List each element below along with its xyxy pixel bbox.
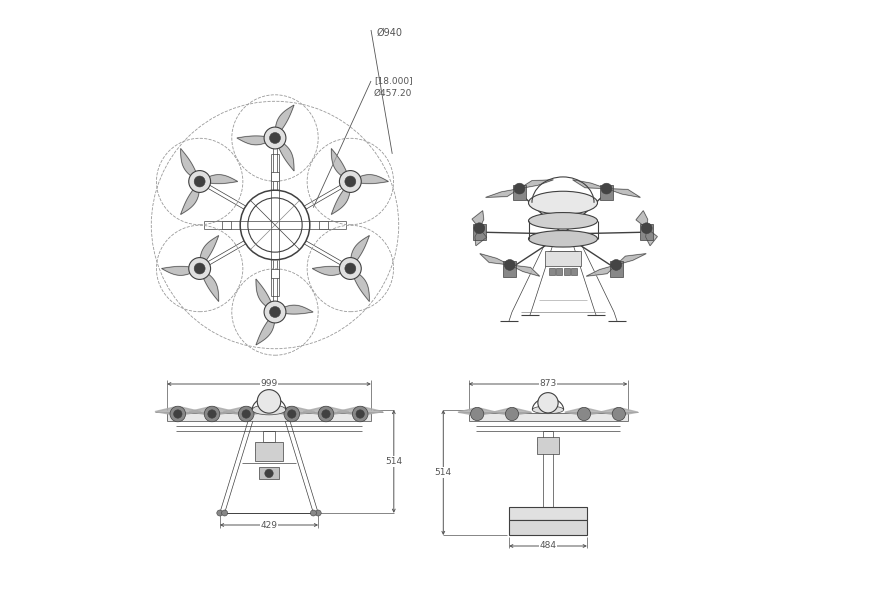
Polygon shape [155, 407, 201, 415]
FancyBboxPatch shape [473, 224, 486, 240]
Polygon shape [200, 175, 238, 184]
Circle shape [340, 257, 362, 280]
FancyBboxPatch shape [513, 185, 526, 200]
FancyBboxPatch shape [556, 268, 562, 275]
Polygon shape [475, 228, 487, 245]
Circle shape [242, 410, 251, 418]
Polygon shape [519, 180, 554, 188]
Circle shape [194, 176, 205, 187]
Polygon shape [237, 136, 275, 145]
FancyBboxPatch shape [223, 221, 231, 229]
Circle shape [208, 410, 216, 418]
Polygon shape [256, 312, 275, 345]
Polygon shape [162, 266, 200, 275]
Polygon shape [606, 188, 641, 197]
Circle shape [340, 170, 362, 193]
FancyBboxPatch shape [509, 507, 587, 520]
Polygon shape [510, 265, 539, 276]
Polygon shape [472, 211, 484, 228]
Circle shape [269, 133, 281, 143]
Polygon shape [646, 228, 657, 245]
Ellipse shape [529, 230, 598, 247]
Polygon shape [312, 266, 350, 275]
Circle shape [264, 127, 286, 149]
Polygon shape [275, 105, 294, 138]
Ellipse shape [529, 212, 598, 229]
Polygon shape [200, 269, 218, 301]
FancyBboxPatch shape [271, 172, 279, 181]
Circle shape [284, 406, 299, 422]
Circle shape [288, 410, 296, 418]
Circle shape [474, 223, 485, 233]
Ellipse shape [529, 191, 598, 214]
Text: [18.000]
Ø457.20: [18.000] Ø457.20 [374, 77, 413, 97]
Circle shape [238, 406, 254, 422]
Polygon shape [189, 407, 235, 415]
Circle shape [505, 407, 518, 421]
Ellipse shape [253, 405, 286, 415]
Circle shape [612, 407, 626, 421]
Circle shape [538, 392, 558, 413]
FancyBboxPatch shape [503, 261, 517, 277]
Circle shape [173, 410, 182, 418]
Circle shape [319, 406, 334, 422]
Polygon shape [180, 149, 200, 181]
Polygon shape [200, 236, 218, 269]
Polygon shape [565, 408, 603, 415]
FancyBboxPatch shape [271, 269, 279, 278]
Polygon shape [256, 279, 275, 312]
Circle shape [311, 510, 317, 516]
Polygon shape [350, 269, 370, 301]
Circle shape [471, 407, 484, 421]
FancyBboxPatch shape [260, 467, 279, 479]
Polygon shape [480, 254, 510, 265]
Circle shape [356, 410, 364, 418]
Polygon shape [275, 138, 294, 171]
Text: 514: 514 [385, 457, 402, 466]
Text: 484: 484 [539, 541, 556, 551]
FancyBboxPatch shape [254, 442, 283, 461]
Text: 999: 999 [260, 379, 277, 389]
Polygon shape [486, 188, 519, 197]
Circle shape [222, 510, 228, 516]
Polygon shape [304, 407, 348, 415]
Ellipse shape [532, 406, 563, 414]
Polygon shape [599, 408, 638, 415]
Text: 514: 514 [435, 468, 451, 477]
Circle shape [352, 406, 368, 422]
Circle shape [514, 183, 524, 194]
Polygon shape [493, 408, 532, 415]
Circle shape [269, 307, 281, 317]
Circle shape [170, 406, 186, 422]
Circle shape [257, 389, 281, 413]
Circle shape [577, 407, 590, 421]
FancyBboxPatch shape [167, 413, 371, 421]
Circle shape [322, 410, 330, 418]
FancyBboxPatch shape [545, 251, 581, 266]
Polygon shape [586, 265, 616, 276]
Circle shape [345, 263, 356, 274]
Polygon shape [458, 408, 496, 415]
FancyBboxPatch shape [509, 520, 587, 535]
Polygon shape [332, 181, 350, 214]
Text: 429: 429 [260, 520, 277, 529]
Polygon shape [224, 407, 269, 415]
Circle shape [345, 176, 356, 187]
Circle shape [265, 469, 273, 478]
Circle shape [611, 260, 621, 271]
FancyBboxPatch shape [640, 224, 653, 240]
Circle shape [642, 223, 652, 233]
Circle shape [188, 170, 210, 193]
FancyBboxPatch shape [537, 437, 560, 454]
Polygon shape [269, 407, 315, 415]
Circle shape [504, 260, 515, 271]
FancyBboxPatch shape [549, 268, 555, 275]
Circle shape [601, 183, 612, 194]
FancyBboxPatch shape [563, 268, 569, 275]
FancyBboxPatch shape [319, 221, 327, 229]
Polygon shape [180, 181, 200, 214]
Polygon shape [332, 149, 350, 181]
FancyBboxPatch shape [468, 413, 627, 421]
Polygon shape [350, 236, 370, 269]
Circle shape [204, 406, 220, 422]
